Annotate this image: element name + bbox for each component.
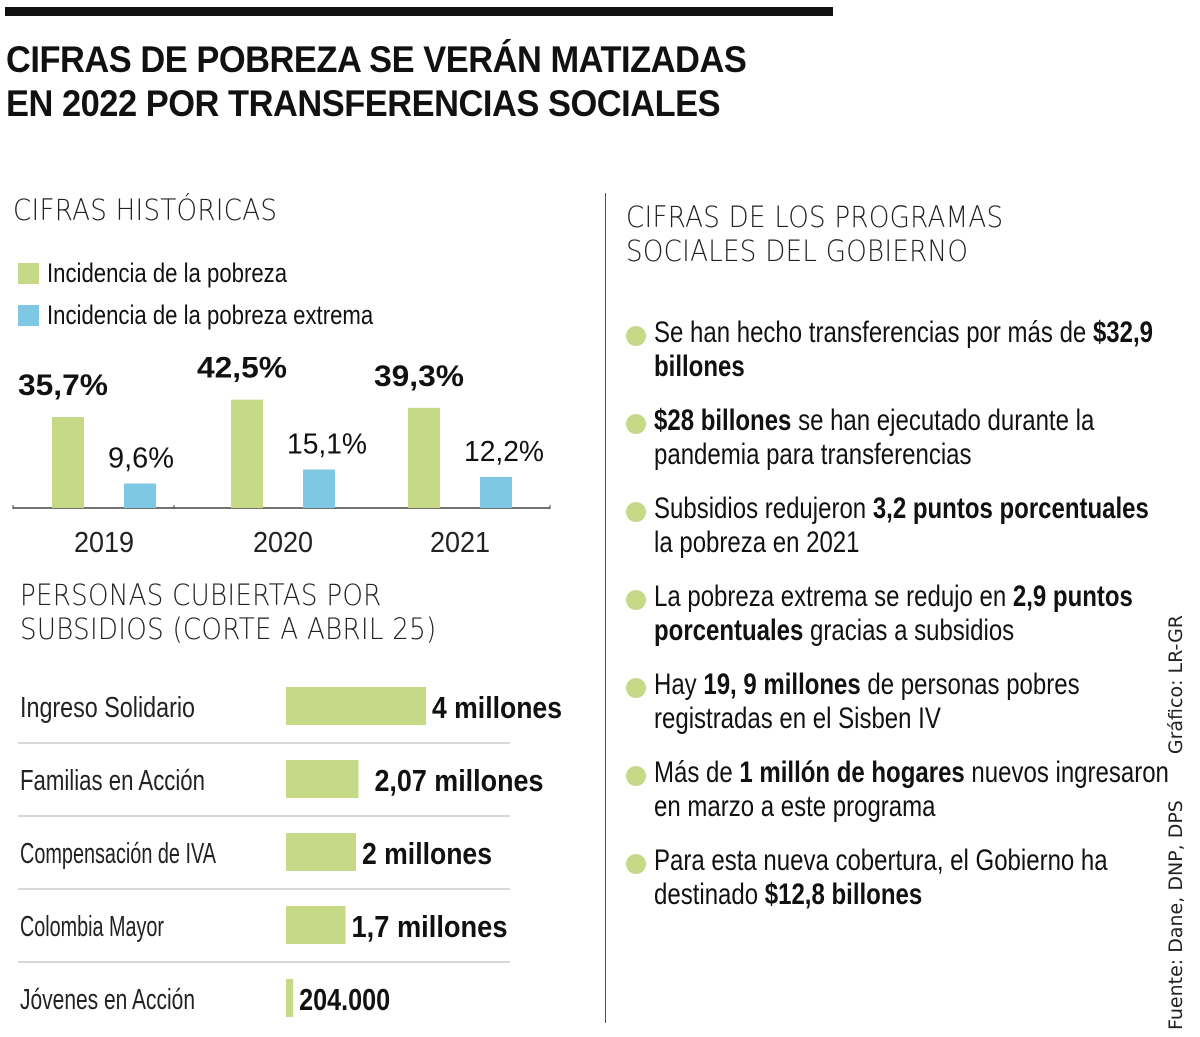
bullet-highlight: 19, 9 millones [703,668,861,701]
bullet-fragment: de personas pobres registradas en el Sis… [654,668,1080,735]
legend-label: Incidencia de la pobreza extrema [47,299,374,330]
category-label: Familias en Acción [20,765,205,797]
bullet-text: Hay 19, 9 millones de personas pobres re… [654,668,1174,736]
bullet-fragment: la pobreza en 2021 [654,526,860,559]
bullet-highlight: 3,2 puntos porcentuales [872,492,1149,525]
program-bullet: $28 billones se han ejecutado durante la… [626,404,1166,472]
bar-0 [286,687,426,725]
value-label: 204.000 [299,982,390,1017]
value-label: 4 millones [432,690,562,725]
bar-poverty-2019 [52,417,84,508]
bullet-dot-icon [626,678,646,698]
programs-bullet-list: Se han hecho transferencias por más de $… [626,316,1169,932]
subsidies-title: PERSONAS CUBIERTAS POR SUBSIDIOS (CORTE … [20,578,436,646]
bullet-text: Más de 1 millón de hogares nuevos ingres… [654,756,1174,824]
bullet-fragment: Más de [654,756,740,789]
legend-item-extreme-poverty: Incidencia de la pobreza extrema [18,294,445,336]
bullet-text: Para esta nueva cobertura, el Gobierno h… [654,844,1174,912]
value-label: 1,7 millones [352,909,508,944]
bullet-fragment: gracias a subsidios [803,614,1015,647]
bar-poverty-2020 [231,399,263,508]
data-label: 9,6% [108,443,174,475]
bar-poverty-2021 [408,407,440,508]
bar-4 [286,979,294,1017]
bullet-fragment: Para esta nueva cobertura, el Gobierno h… [654,844,1108,911]
bar-extreme-poverty-2020 [303,469,335,508]
bar-extreme-poverty-2019 [124,483,156,508]
program-bullet: Subsidios redujeron 3,2 puntos porcentua… [626,492,1166,560]
bullet-highlight: $12,8 billones [764,878,923,911]
bullet-dot-icon [626,854,646,874]
bullet-dot-icon [626,502,646,522]
data-label: 42,5% [197,352,287,385]
graphic-credit: Gráfico: LR-GR [1165,614,1187,755]
source-credit: Fuente: Dane, DNP, DPS [1165,800,1187,1030]
subsidies-title-line-1: PERSONAS CUBIERTAS POR [20,578,382,612]
program-bullet: Más de 1 millón de hogares nuevos ingres… [626,756,1169,824]
bar-1 [286,760,359,798]
bullet-text: Subsidios redujeron 3,2 puntos porcentua… [654,492,1174,560]
subsidies-title-line-2: SUBSIDIOS (CORTE A ABRIL 25) [20,612,437,646]
value-label: 2,07 millones [374,763,543,798]
legend-swatch-green [18,262,39,284]
program-bullet: La pobreza extrema se redujo en 2,9 punt… [626,580,1166,648]
subsidies-bar-chart: Ingreso Solidario 4 millones Familias en A… [18,687,562,1017]
category-label: Compensación de IVA [20,838,216,870]
column-divider [605,193,606,1023]
x-tick-label: 2019 [74,527,134,559]
legend-item-poverty: Incidencia de la pobreza [18,252,445,294]
x-tick-label: 2021 [430,527,490,559]
historical-title: CIFRAS HISTÓRICAS [13,193,278,227]
bullet-dot-icon [626,326,646,346]
bullet-fragment: Se han hecho transferencias por más de [654,316,1093,349]
legend-swatch-blue [18,304,39,326]
headline-line-2: EN 2022 POR TRANSFERENCIAS SOCIALES [6,83,721,124]
bullet-text: La pobreza extrema se redujo en 2,9 punt… [654,580,1174,648]
bullet-fragment: Subsidios redujeron [654,492,873,525]
program-bullet: Se han hecho transferencias por más de $… [626,316,1166,384]
program-bullet: Para esta nueva cobertura, el Gobierno h… [626,844,1166,912]
top-rule [5,7,833,16]
data-label: 39,3% [374,360,464,393]
headline: CIFRAS DE POBREZA SE VERÁN MATIZADAS EN … [6,38,787,126]
bullet-highlight: $32,9 billones [654,316,1153,383]
value-label: 2 millones [362,836,492,871]
category-label: Ingreso Solidario [20,692,195,724]
programs-title: CIFRAS DE LOS PROGRAMAS SOCIALES DEL GOB… [626,200,1003,268]
historical-bar-chart: 35,7% 9,6% 2019 42,5% 15,1% 2020 39,3% 12,2% 202… [12,352,551,559]
bullet-fragment: nuevos ingresaron en marzo a este progra… [654,756,1169,823]
bullet-fragment: Hay [654,668,704,701]
legend: Incidencia de la pobreza Incidencia de l… [18,252,445,336]
programs-title-line-2: SOCIALES DEL GOBIERNO [626,234,969,268]
data-label: 35,7% [18,369,108,402]
programs-title-line-1: CIFRAS DE LOS PROGRAMAS [626,200,1004,234]
legend-label: Incidencia de la pobreza [47,257,288,288]
bar-3 [286,906,346,944]
bar-extreme-poverty-2021 [480,476,512,508]
bullet-dot-icon [626,590,646,610]
bullet-fragment: La pobreza extrema se redujo en [654,580,1013,613]
bullet-text: $28 billones se han ejecutado durante la… [654,404,1174,472]
data-label: 15,1% [287,429,367,461]
bullet-text: Se han hecho transferencias por más de $… [654,316,1174,384]
data-label: 12,2% [464,436,544,468]
bullet-dot-icon [626,414,646,434]
program-bullet: Hay 19, 9 millones de personas pobres re… [626,668,1166,736]
x-tick-label: 2020 [253,527,313,559]
category-label: Colombia Mayor [20,911,164,943]
bullet-fragment: se han ejecutado durante la pandemia par… [654,404,1095,471]
bullet-highlight: 2,9 puntos porcentuales [654,580,1133,647]
bar-2 [286,833,356,871]
bullet-dot-icon [626,766,646,786]
bullet-highlight: $28 billones [654,404,792,437]
category-label: Jóvenes en Acción [20,984,195,1016]
credits: Fuente: Dane, DNP, DPS Gráfico: LR-GR [1165,550,1187,1030]
headline-line-1: CIFRAS DE POBREZA SE VERÁN MATIZADAS [6,39,747,80]
bullet-highlight: 1 millón de hogares [739,756,965,789]
